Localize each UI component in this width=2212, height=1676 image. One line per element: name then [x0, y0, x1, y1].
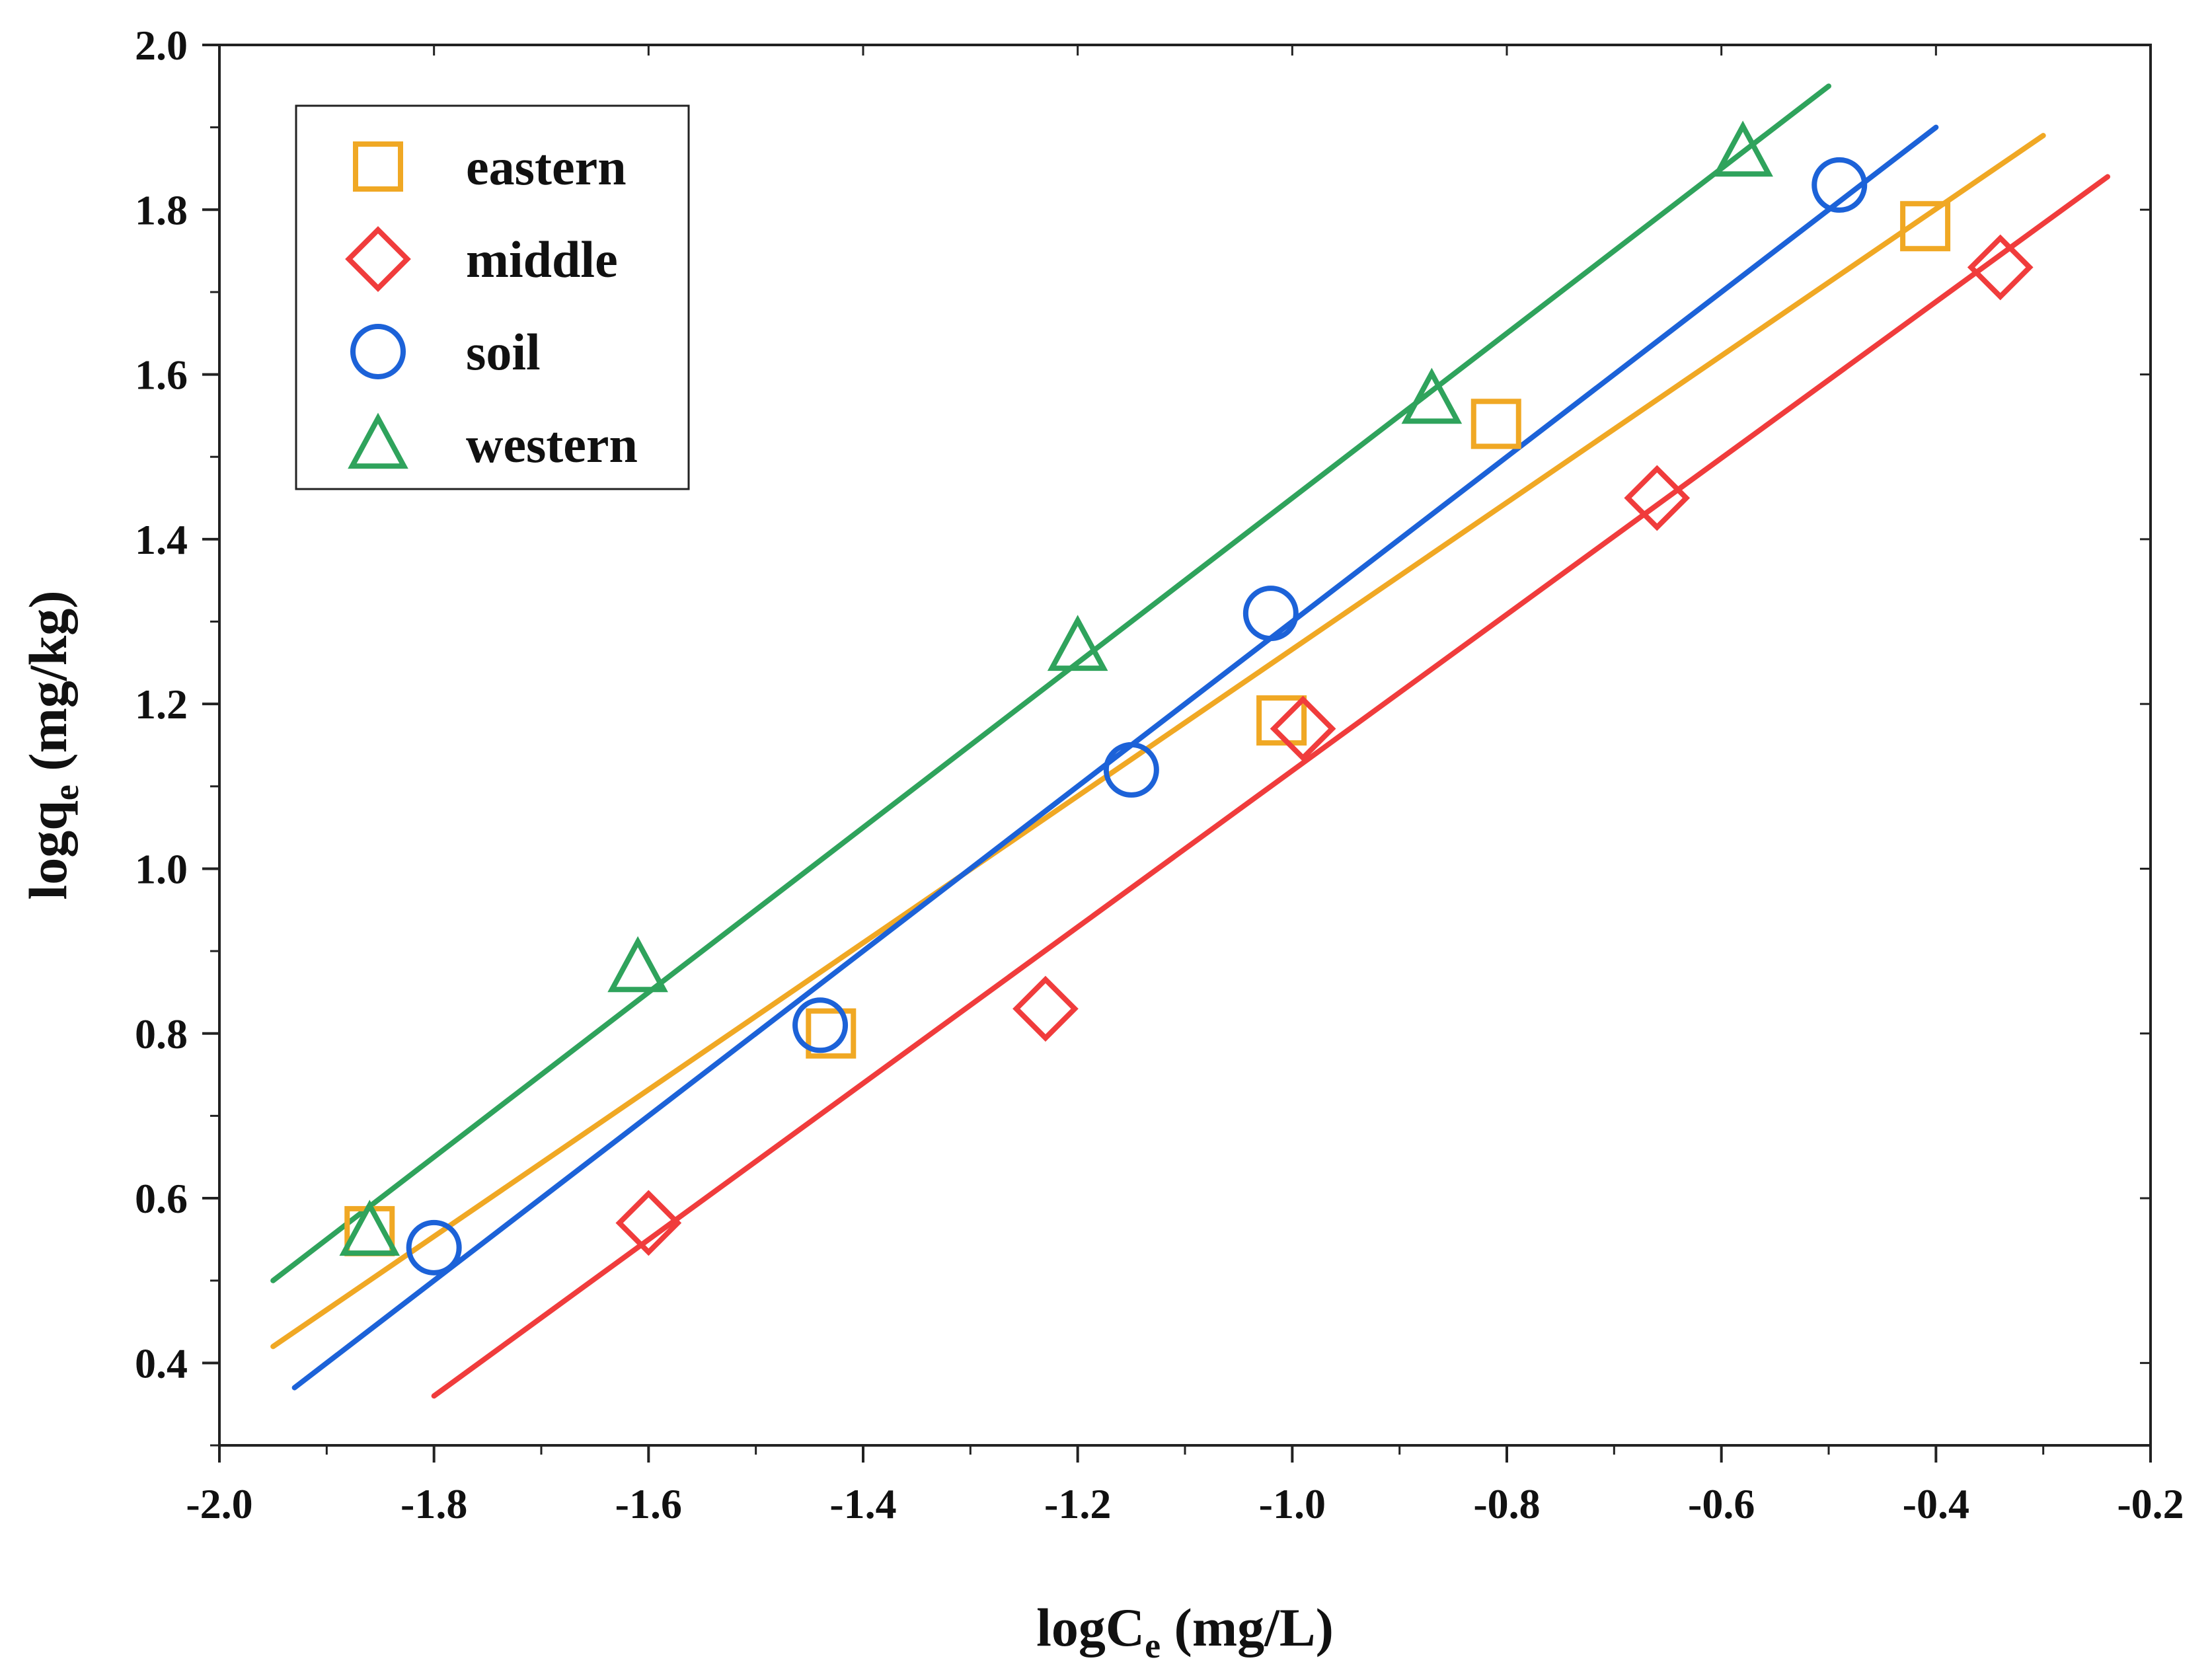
labels-layer: -2.0 -1.8 -1.6 -1.4 -1.2 -1.0 -0.8 -0.6 -0.4 -0.2… [18, 22, 2184, 1665]
x-tick-label: -1.8 [400, 1480, 467, 1527]
y-axis-title-main: logq [18, 800, 78, 899]
data-point-eastern [1256, 695, 1307, 746]
x-tick-label: -0.4 [1903, 1480, 1969, 1527]
data-point-western [1401, 367, 1463, 424]
data-point-soil [406, 1219, 462, 1276]
data-point-soil [1812, 157, 1868, 213]
plot-frame [218, 44, 2152, 1447]
data-point-middle [1967, 234, 2034, 301]
y-tick-label: 1.0 [135, 845, 188, 892]
x-tick-label: -1.0 [1259, 1480, 1326, 1527]
x-axis-title-main: logC [1036, 1597, 1145, 1657]
data-point-eastern [806, 1008, 857, 1059]
legend-label-eastern: eastern [466, 138, 627, 196]
data-point-soil [792, 997, 849, 1053]
y-tick-label: 1.4 [135, 516, 188, 563]
x-tick-label: -2.0 [186, 1480, 252, 1527]
legend-marker-western [348, 412, 408, 469]
markers-layer [339, 120, 2034, 1276]
data-point-middle [615, 1190, 682, 1256]
fit-line-western [270, 83, 1831, 1283]
legend-marker-soil [350, 324, 406, 379]
legend-label-western: western [466, 416, 638, 473]
fit-line-eastern [270, 133, 2046, 1350]
y-axis-title-unit: (mg/kg) [18, 590, 78, 784]
data-point-middle [1270, 695, 1336, 762]
x-tick-label: -0.6 [1688, 1480, 1755, 1527]
y-tick-label: 1.8 [135, 186, 188, 233]
fit-lines-layer [270, 83, 2111, 1399]
y-tick-label: 0.8 [135, 1010, 188, 1057]
data-point-western [339, 1200, 400, 1256]
x-axis-title: logCe (mg/L) [1036, 1597, 1334, 1665]
x-axis-title-unit: (mg/L) [1161, 1597, 1334, 1657]
y-axis-title-subscript: e [46, 784, 86, 800]
y-tick-label: 1.6 [135, 352, 188, 399]
legend-label-middle: middle [466, 231, 618, 288]
data-point-middle [1624, 465, 1691, 531]
y-tick-label: 2.0 [135, 22, 188, 69]
y-tick-label: 0.4 [135, 1340, 188, 1387]
y-tick-label: 0.6 [135, 1175, 188, 1222]
x-tick-label: -1.2 [1044, 1480, 1111, 1527]
x-tick-label: -1.4 [829, 1480, 896, 1527]
data-point-western [607, 936, 668, 993]
fit-line-middle [431, 174, 2111, 1399]
x-tick-label: -1.6 [615, 1480, 682, 1527]
legend-box [295, 104, 690, 490]
data-point-western [1712, 120, 1773, 177]
y-axis-title: logqe (mg/kg) [18, 590, 86, 899]
legend-marker-eastern [353, 141, 403, 192]
data-point-middle [1012, 975, 1079, 1042]
legend: eastern middle soil western [295, 104, 690, 490]
x-tick-label: -0.2 [2117, 1480, 2184, 1527]
data-point-eastern [1470, 399, 1521, 449]
data-point-western [1047, 615, 1108, 671]
data-point-soil [1242, 586, 1299, 642]
frame-layer [218, 44, 2152, 1447]
y-tick-label: 1.2 [135, 681, 188, 728]
x-tick-label: -0.8 [1473, 1480, 1540, 1527]
fit-line-soil [291, 124, 1939, 1390]
x-axis-title-subscript: e [1145, 1626, 1161, 1665]
legend-marker-middle [345, 226, 411, 292]
legend-label-soil: soil [466, 323, 541, 381]
data-point-soil [1103, 742, 1159, 798]
axes-layer [202, 44, 2152, 1463]
data-point-eastern [1900, 201, 1951, 252]
